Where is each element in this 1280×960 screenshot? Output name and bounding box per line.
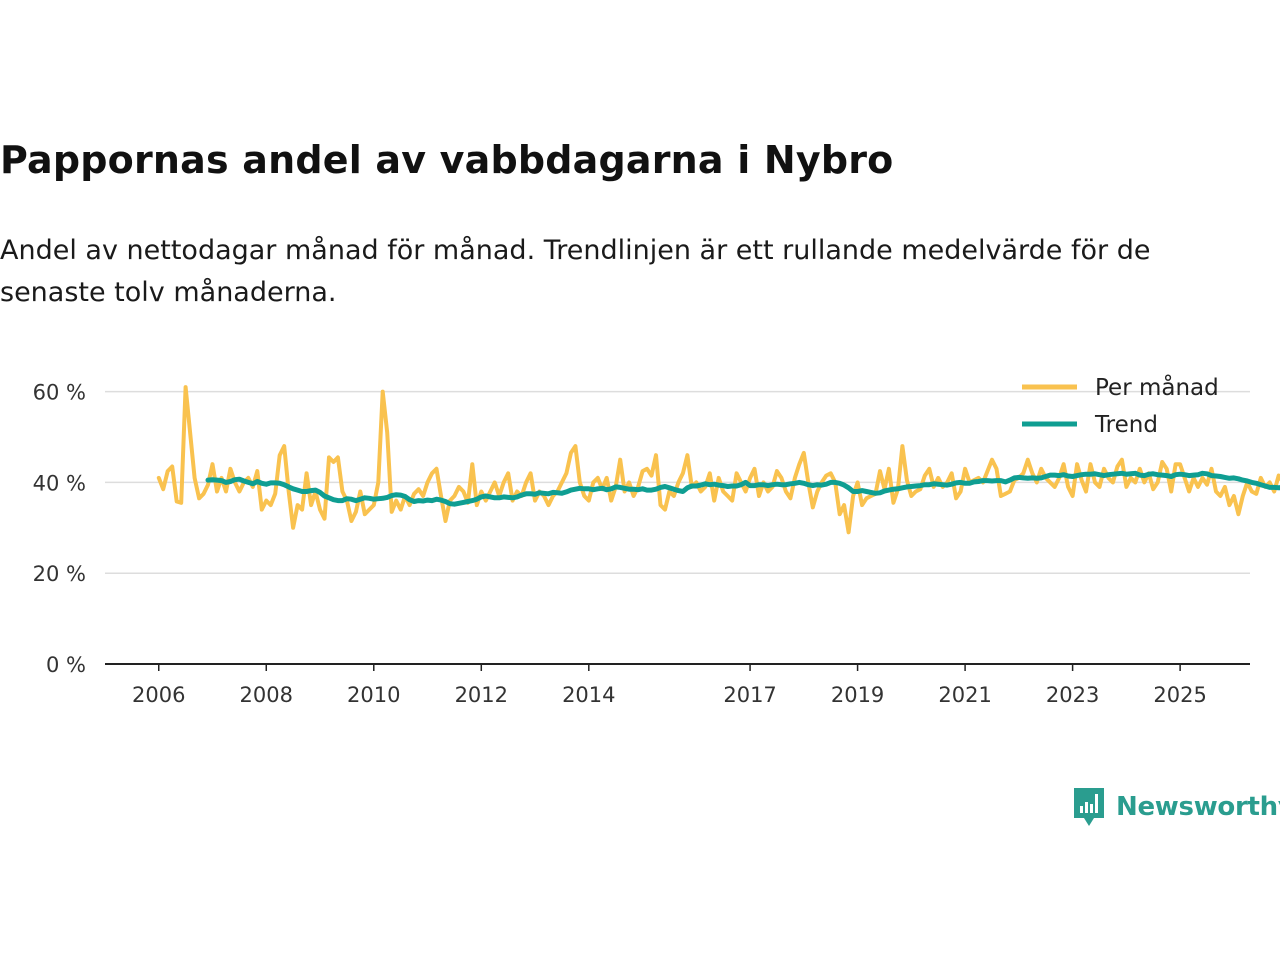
x-tick-label: 2006 bbox=[132, 683, 185, 707]
line-chart: 0 % 20 % 40 % 60 % 2006 2008 2010 2012 2014 2017… bbox=[33, 373, 1280, 707]
x-tick-label: 2017 bbox=[723, 683, 776, 707]
x-tick-label: 2021 bbox=[938, 683, 991, 707]
brand-name: Newsworthy bbox=[1116, 792, 1280, 822]
x-tick-label: 2014 bbox=[562, 683, 615, 707]
y-tick-label: 0 % bbox=[46, 653, 86, 677]
chart-title: Pappornas andel av vabbdagarna i Nybro bbox=[0, 138, 894, 182]
x-tick-label: 2008 bbox=[240, 683, 293, 707]
legend-label-trend: Trend bbox=[1094, 412, 1158, 438]
y-axis: 0 % 20 % 40 % 60 % bbox=[33, 381, 86, 677]
legend: Per månad Trend bbox=[1022, 373, 1219, 438]
legend-label-monthly: Per månad bbox=[1095, 373, 1219, 401]
chart-subtitle: Andel av nettodagar månad för månad. Tre… bbox=[0, 235, 1151, 308]
x-axis: 2006 2008 2010 2012 2014 2017 2019 2021 2023 2025 bbox=[105, 663, 1250, 707]
monthly-series-line bbox=[156, 385, 1280, 535]
y-tick-label: 40 % bbox=[33, 471, 86, 495]
x-tick-label: 2025 bbox=[1153, 683, 1206, 707]
x-tick-label: 2012 bbox=[455, 683, 508, 707]
y-tick-label: 20 % bbox=[33, 562, 86, 586]
chat-bar-chart-icon bbox=[1074, 788, 1104, 826]
x-tick-label: 2023 bbox=[1046, 683, 1099, 707]
y-tick-label: 60 % bbox=[33, 381, 86, 405]
x-tick-label: 2019 bbox=[831, 683, 884, 707]
series-layer bbox=[156, 385, 1280, 535]
x-tick-label: 2010 bbox=[347, 683, 400, 707]
newsworthy-logo[interactable]: Newsworthy bbox=[1072, 786, 1280, 828]
trend-series-line bbox=[205, 470, 1280, 507]
